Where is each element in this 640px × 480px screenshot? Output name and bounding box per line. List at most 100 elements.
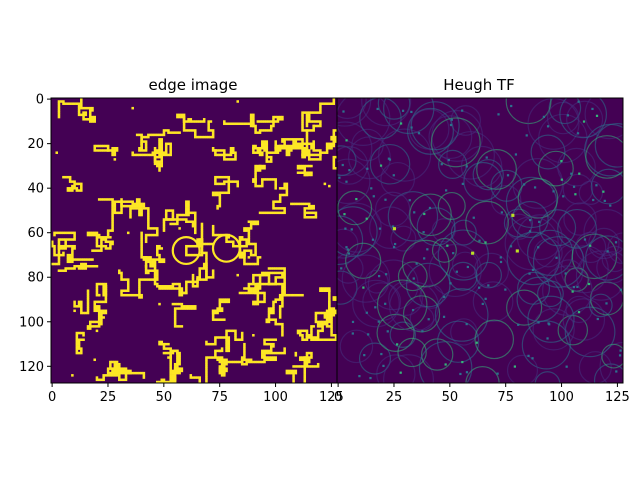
edge-pixel [328, 296, 331, 299]
edge-pixel [169, 369, 172, 373]
edge-pixel [269, 267, 273, 270]
edge-pixel [205, 358, 208, 362]
edge-pixel [319, 329, 322, 333]
edge-pixel [332, 133, 336, 137]
edge-pixel [64, 269, 67, 272]
edge-pixel [305, 360, 309, 364]
edge-pixel [100, 238, 103, 241]
edge-pixel [216, 336, 219, 339]
edge-pixel [104, 374, 108, 377]
edge-pixel [198, 240, 202, 244]
edge-pixel [53, 233, 56, 237]
edge-pixel [316, 158, 320, 161]
edge-pixel [312, 338, 315, 341]
edge-pixel [176, 222, 179, 226]
edge-pixel [171, 222, 175, 226]
edge-pixel [263, 351, 266, 355]
edge-pixel [160, 340, 164, 344]
edge-pixel [276, 211, 280, 215]
accumulator-cell [346, 248, 349, 251]
edge-pixel [176, 354, 179, 357]
edge-pixel [162, 133, 166, 137]
edge-pixel [169, 378, 172, 382]
edge-pixel [299, 146, 302, 150]
edge-pixel [301, 358, 304, 362]
edge-pixel [153, 282, 157, 286]
edge-pixel [111, 374, 114, 377]
edge-pixel [202, 120, 206, 123]
edge-pixel [272, 302, 275, 306]
edge-pixel [310, 334, 313, 337]
edge-pixel [140, 144, 143, 148]
edge-pixel [93, 120, 96, 123]
edge-pixel [332, 167, 336, 170]
accumulator-ring [563, 202, 597, 236]
edge-pixel [272, 115, 275, 119]
edge-pixel [162, 224, 166, 228]
edge-pixel [323, 311, 327, 315]
edge-pixel [254, 273, 257, 277]
accumulator-peak [392, 227, 396, 231]
edge-pixel [111, 216, 114, 219]
edge-pixel [249, 220, 253, 223]
edge-pixel [252, 118, 255, 121]
edge-pixel [109, 371, 112, 375]
edge-pixel [227, 191, 231, 195]
edge-pixel [153, 271, 157, 275]
edge-pixel [138, 213, 141, 217]
edge-pixel [227, 158, 231, 161]
edge-pixel [281, 300, 284, 304]
edge-pixel [120, 369, 123, 373]
edge-pixel [93, 264, 96, 268]
edge-pixel [205, 251, 208, 255]
accumulator-cell [374, 306, 377, 309]
edge-pixel [292, 369, 295, 373]
edge-pixel [252, 222, 255, 226]
edge-pixel [86, 233, 90, 237]
edge-pixel [303, 338, 307, 341]
edge-pixel [281, 211, 284, 215]
edge-pixel [332, 100, 336, 103]
edge-pixel [73, 247, 76, 250]
edge-pixel [131, 106, 134, 110]
edge-pixel [151, 233, 155, 237]
edge-pixel [214, 180, 217, 183]
edge-pixel [86, 289, 90, 293]
edge-pixel [75, 342, 79, 346]
edge-pixel [97, 322, 101, 326]
edge-pixel [88, 258, 92, 261]
accumulator-ring [548, 98, 582, 125]
edge-pixel [140, 233, 143, 237]
edge-pixel [95, 240, 99, 244]
edge-pixel [80, 187, 83, 190]
edge-pixel [272, 307, 275, 310]
edge-pixel [281, 291, 284, 295]
accumulator-cell [401, 109, 405, 112]
edge-pixel [140, 133, 143, 137]
edge-pixel [135, 202, 139, 206]
edge-pixel [182, 113, 186, 117]
edge-pixel [200, 244, 204, 248]
edge-pixel [86, 327, 90, 330]
edge-pixel [113, 204, 117, 208]
edge-pixel [171, 349, 175, 353]
edge-pixel [305, 338, 309, 341]
edge-pixel [100, 322, 103, 326]
accumulator-ring [538, 150, 574, 187]
edge-pixel [80, 100, 83, 103]
edge-pixel [68, 178, 72, 181]
edge-pixel [80, 305, 83, 308]
edge-pixel [167, 209, 170, 212]
edge-pixel [328, 142, 331, 146]
edge-pixel [135, 198, 139, 201]
edge-pixel [196, 238, 199, 241]
edge-pixel [332, 138, 336, 141]
edge-pixel [138, 278, 141, 281]
edge-pixel [269, 211, 273, 215]
accumulator-ring [588, 293, 613, 318]
edge-pixel [312, 129, 315, 132]
edge-pixel [218, 200, 222, 203]
edge-pixel [225, 329, 228, 333]
edge-pixel [211, 316, 215, 319]
edge-pixel [95, 325, 99, 328]
